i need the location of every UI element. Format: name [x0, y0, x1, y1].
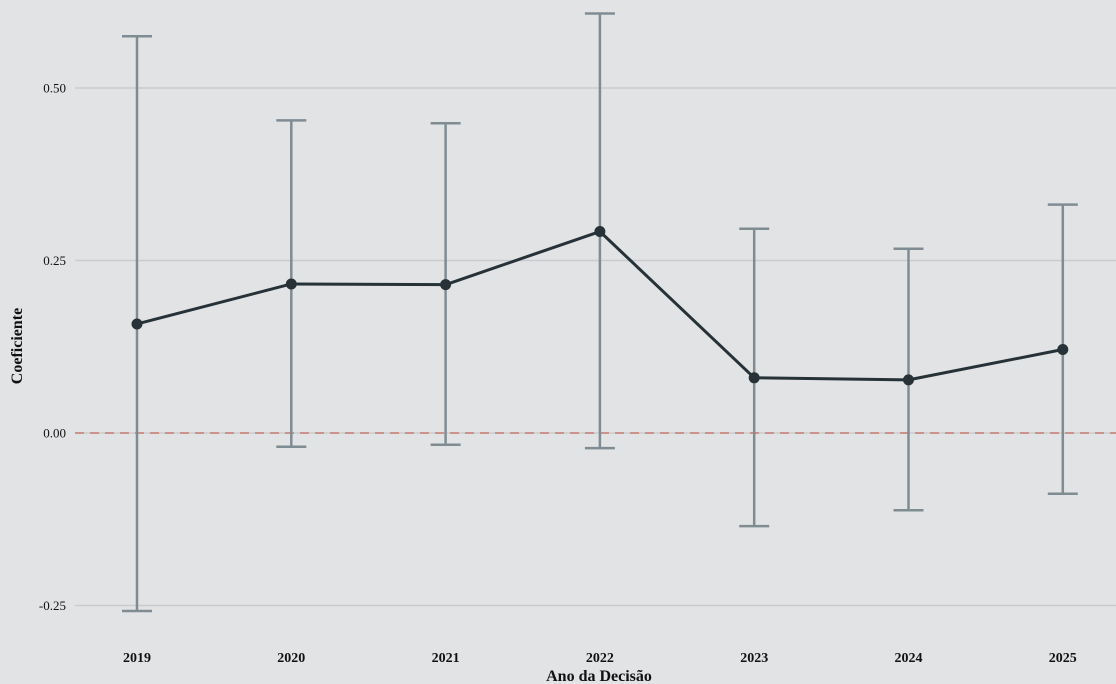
- error-bars: [122, 12, 1078, 613]
- y-tick-labels: -0.25 0.00 0.25 0.50: [39, 81, 66, 614]
- data-point: [903, 374, 914, 386]
- data-point: [594, 226, 606, 238]
- y-axis-title: Coeficiente: [9, 308, 26, 384]
- x-tick-labels: 2019 2020 2021 2022 2023 2024 2025: [123, 651, 1077, 666]
- y-tick-label: 0.25: [43, 253, 66, 268]
- data-point: [1057, 344, 1069, 356]
- x-tick-label: 2024: [895, 651, 923, 666]
- data-point: [285, 278, 297, 290]
- data-point: [131, 318, 143, 330]
- x-tick-label: 2021: [432, 651, 460, 666]
- data-point: [440, 279, 452, 291]
- grid-lines: [75, 87, 1116, 607]
- x-tick-label: 2025: [1049, 651, 1077, 666]
- y-tick-label: -0.25: [39, 598, 66, 613]
- x-axis-title: Ano da Decisão: [546, 668, 652, 684]
- y-tick-label: 0.50: [43, 81, 66, 96]
- x-tick-label: 2019: [123, 651, 151, 666]
- x-tick-label: 2023: [740, 651, 768, 666]
- x-tick-label: 2022: [586, 651, 614, 666]
- x-tick-label: 2020: [277, 651, 305, 666]
- data-points: [131, 226, 1069, 386]
- data-point: [748, 372, 760, 384]
- y-tick-label: 0.00: [43, 426, 66, 441]
